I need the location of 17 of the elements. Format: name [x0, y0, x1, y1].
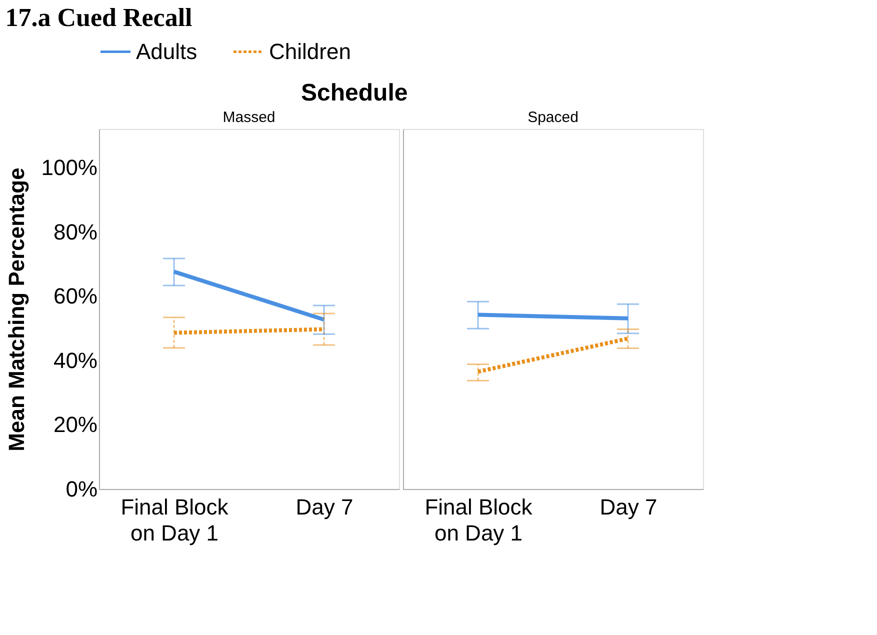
y-tick-label: 0% — [66, 476, 98, 502]
chart-title: Spaced — [528, 109, 578, 126]
y-tick-label: 20% — [53, 412, 98, 438]
y-axis-title: Mean Matching Percentage — [4, 168, 30, 452]
y-tick-label: 100% — [41, 155, 98, 180]
text: 17.a Cued Recall — [5, 3, 192, 32]
x-tick-label: Final Block on Day 1 — [120, 494, 230, 546]
x-tick-label: Day 7 — [600, 494, 658, 520]
legend-label: Children — [269, 38, 351, 64]
y-tick-label: 80% — [53, 219, 98, 244]
x-tick-label: Final Block on Day 1 — [424, 494, 534, 546]
y-tick-label: 40% — [53, 348, 98, 373]
text: Schedule — [301, 80, 408, 106]
legend-label: Adults — [136, 38, 198, 64]
chart-title: Massed — [222, 109, 276, 126]
y-tick-label: 60% — [53, 284, 98, 309]
x-tick-label: Day 7 — [296, 494, 354, 520]
